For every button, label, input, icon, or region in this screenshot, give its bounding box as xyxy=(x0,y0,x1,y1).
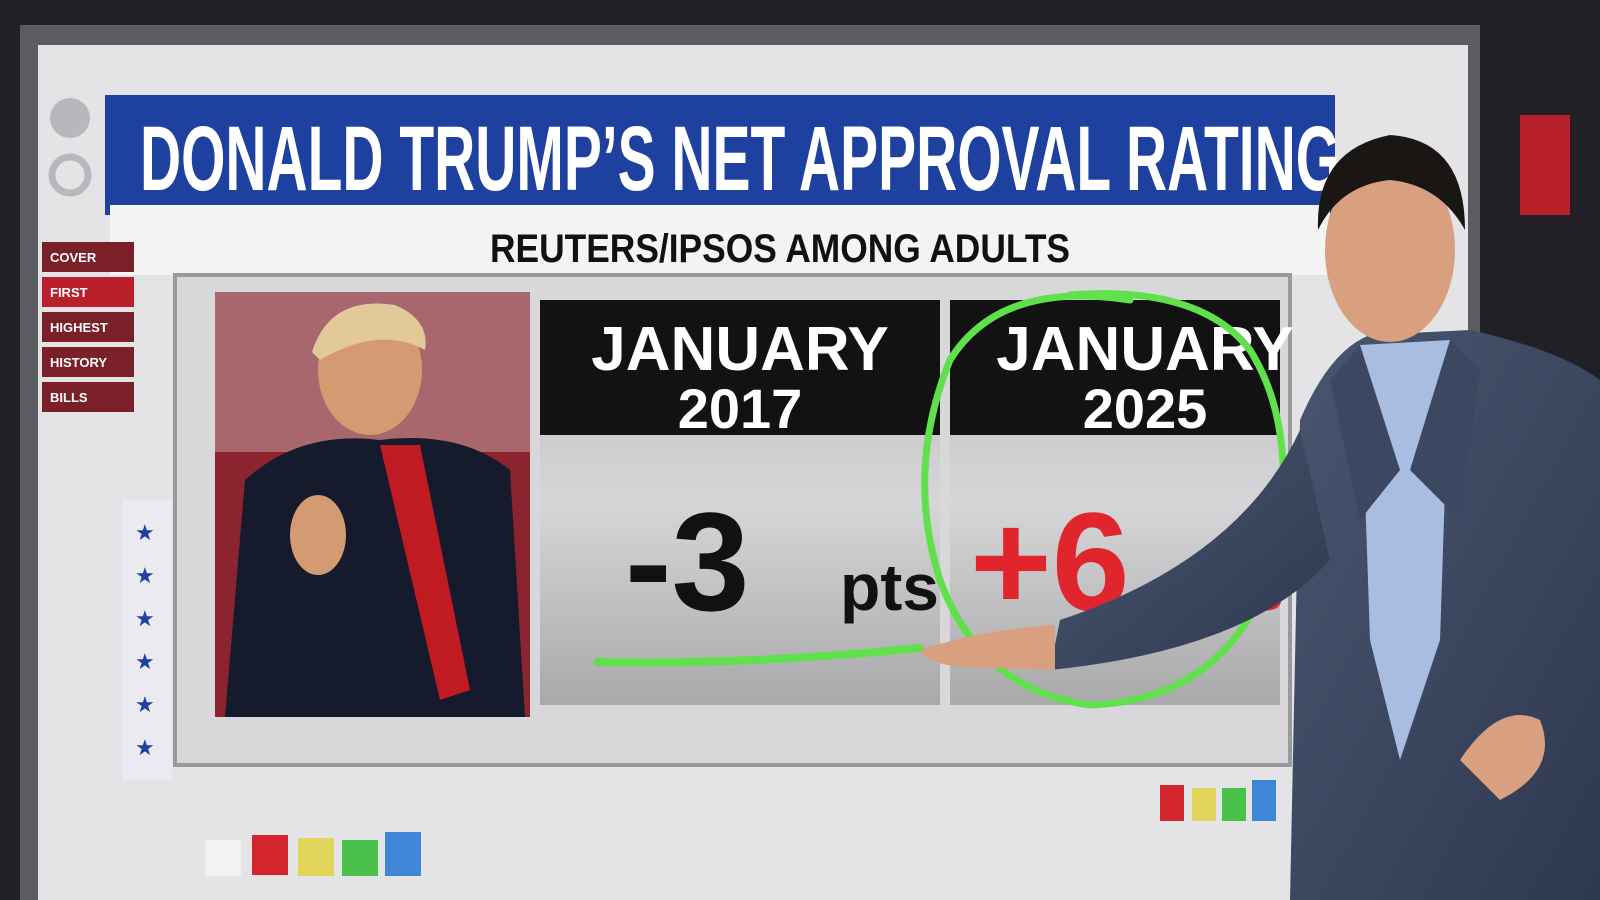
menu-label: COVER xyxy=(50,250,97,265)
svg-text:★: ★ xyxy=(135,520,155,545)
menu: COVER FIRST HIGHEST HISTORY BILLS xyxy=(42,242,134,412)
refresh-icon xyxy=(48,153,92,197)
menu-label: HIGHEST xyxy=(50,320,108,335)
swatches xyxy=(205,780,1276,876)
photo-thumb xyxy=(290,495,346,575)
panel-month: JANUARY xyxy=(591,315,888,384)
title-banner xyxy=(105,95,1335,215)
photo-hair xyxy=(312,303,426,360)
menu-tab xyxy=(42,277,134,307)
settings-icon xyxy=(50,98,90,138)
photo-tie xyxy=(380,445,470,700)
menu-tab xyxy=(42,242,134,272)
circle-marker xyxy=(921,290,1287,709)
logo xyxy=(1520,115,1570,215)
photo-suit xyxy=(225,438,525,717)
menu-label: FIRST xyxy=(50,285,88,300)
panel-value: -3 xyxy=(625,483,749,640)
panel-year: 2025 xyxy=(1083,377,1208,440)
underline-marker xyxy=(594,644,924,667)
svg-text:★: ★ xyxy=(135,735,155,760)
menu-label: BILLS xyxy=(50,390,88,405)
panel-month: JANUARY xyxy=(996,315,1293,384)
menu-label: HISTORY xyxy=(50,355,107,370)
svg-text:★: ★ xyxy=(135,649,155,674)
menu-tab xyxy=(42,312,134,342)
panel-header xyxy=(540,300,940,435)
title: DONALD TRUMP’S NET APPROVAL RATING xyxy=(140,108,1340,210)
menu-tab xyxy=(42,347,134,377)
svg-text:★: ★ xyxy=(135,606,155,631)
svg-text:★: ★ xyxy=(135,563,155,588)
subtitle-band xyxy=(110,205,1330,275)
presenter xyxy=(920,135,1600,900)
panel-unit: pts xyxy=(840,550,939,624)
stars: ★ ★ ★ ★ ★ ★ xyxy=(135,520,155,760)
panel-year: 2017 xyxy=(678,377,803,440)
star-strip xyxy=(122,500,172,780)
subtitle: REUTERS/IPSOS AMONG ADULTS xyxy=(490,227,1070,271)
menu-tab xyxy=(42,382,134,412)
svg-text:★: ★ xyxy=(135,692,155,717)
